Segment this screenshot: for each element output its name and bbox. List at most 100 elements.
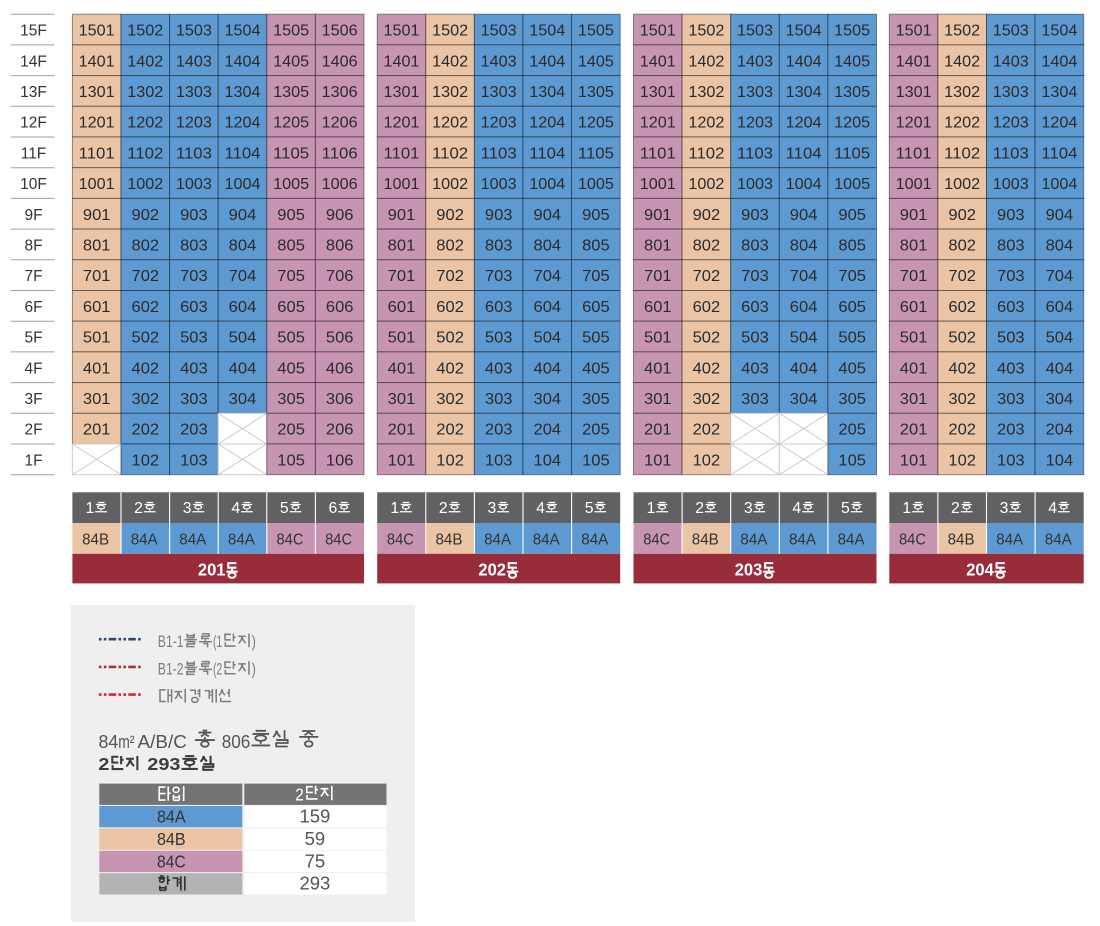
svg-text:102: 102 xyxy=(436,452,464,469)
svg-text:1001: 1001 xyxy=(79,176,115,193)
svg-text:802: 802 xyxy=(436,238,464,255)
svg-text:1205: 1205 xyxy=(834,115,870,132)
svg-text:84C: 84C xyxy=(157,851,186,871)
svg-text:306: 306 xyxy=(326,391,354,408)
svg-text:84A: 84A xyxy=(484,531,512,548)
svg-text:1004: 1004 xyxy=(786,176,822,193)
svg-text:406: 406 xyxy=(326,360,354,377)
svg-text:4: 4 xyxy=(1048,500,1057,517)
svg-text:1104: 1104 xyxy=(529,145,565,162)
svg-text:704: 704 xyxy=(790,268,818,285)
svg-text:704: 704 xyxy=(229,268,257,285)
svg-text:1301: 1301 xyxy=(79,84,115,101)
svg-text:905: 905 xyxy=(582,207,610,224)
svg-text:1406: 1406 xyxy=(322,53,358,70)
svg-text:3: 3 xyxy=(744,500,753,517)
svg-text:7F: 7F xyxy=(24,268,42,285)
svg-text:): ) xyxy=(252,660,256,679)
svg-text:103: 103 xyxy=(180,452,208,469)
svg-text:1402: 1402 xyxy=(944,53,980,70)
svg-text:106: 106 xyxy=(326,452,354,469)
svg-text:701: 701 xyxy=(83,268,111,285)
svg-text:205: 205 xyxy=(838,422,866,439)
svg-text:84A: 84A xyxy=(581,531,609,548)
svg-text:303: 303 xyxy=(741,391,769,408)
svg-text:202: 202 xyxy=(436,422,464,439)
svg-text:602: 602 xyxy=(132,299,160,316)
svg-text:902: 902 xyxy=(948,207,976,224)
svg-text:5F: 5F xyxy=(24,330,42,347)
svg-text:702: 702 xyxy=(948,268,976,285)
svg-text:1005: 1005 xyxy=(273,176,309,193)
svg-text:506: 506 xyxy=(326,330,354,347)
svg-text:11F: 11F xyxy=(21,145,47,162)
svg-text:1503: 1503 xyxy=(176,23,212,40)
svg-text:101: 101 xyxy=(388,452,416,469)
svg-text:801: 801 xyxy=(388,238,416,255)
svg-text:304: 304 xyxy=(1046,391,1074,408)
svg-text:204: 204 xyxy=(534,422,562,439)
svg-text:103: 103 xyxy=(485,452,513,469)
svg-text:1104: 1104 xyxy=(786,145,822,162)
svg-text:84A: 84A xyxy=(789,531,817,548)
svg-text:1004: 1004 xyxy=(225,176,261,193)
svg-text:1302: 1302 xyxy=(127,84,163,101)
svg-text:1102: 1102 xyxy=(688,145,724,162)
svg-text:802: 802 xyxy=(132,238,160,255)
svg-text:105: 105 xyxy=(582,452,610,469)
svg-text:801: 801 xyxy=(900,238,928,255)
svg-text:401: 401 xyxy=(83,360,111,377)
svg-text:502: 502 xyxy=(693,330,721,347)
svg-text:1204: 1204 xyxy=(786,115,822,132)
svg-text:805: 805 xyxy=(838,238,866,255)
svg-text:1201: 1201 xyxy=(79,115,115,132)
svg-text:903: 903 xyxy=(485,207,513,224)
svg-text:1501: 1501 xyxy=(79,23,115,40)
svg-text:305: 305 xyxy=(582,391,610,408)
svg-text:1404: 1404 xyxy=(1041,53,1077,70)
svg-text:3: 3 xyxy=(183,500,192,517)
svg-text:1502: 1502 xyxy=(688,23,724,40)
svg-text:1405: 1405 xyxy=(578,53,614,70)
svg-text:403: 403 xyxy=(180,360,208,377)
svg-text:1003: 1003 xyxy=(737,176,773,193)
svg-text:1102: 1102 xyxy=(432,145,468,162)
svg-text:1001: 1001 xyxy=(384,176,420,193)
svg-text:605: 605 xyxy=(277,299,305,316)
svg-text:4: 4 xyxy=(792,500,801,517)
svg-text:84A: 84A xyxy=(533,531,561,548)
svg-text:2: 2 xyxy=(98,754,109,774)
svg-text:B1-1: B1-1 xyxy=(158,632,184,651)
svg-text:59: 59 xyxy=(305,828,326,849)
svg-text:203: 203 xyxy=(997,422,1025,439)
svg-text:204: 204 xyxy=(1046,422,1074,439)
svg-text:6F: 6F xyxy=(24,299,42,316)
svg-text:1203: 1203 xyxy=(737,115,773,132)
svg-text:901: 901 xyxy=(644,207,672,224)
svg-text:84A: 84A xyxy=(131,531,159,548)
svg-text:401: 401 xyxy=(900,360,928,377)
svg-text:704: 704 xyxy=(534,268,562,285)
svg-text:204: 204 xyxy=(966,560,994,580)
svg-text:605: 605 xyxy=(582,299,610,316)
svg-text:303: 303 xyxy=(180,391,208,408)
svg-text:605: 605 xyxy=(838,299,866,316)
svg-text:1301: 1301 xyxy=(384,84,420,101)
svg-text:804: 804 xyxy=(1046,238,1074,255)
svg-text:305: 305 xyxy=(838,391,866,408)
svg-text:1303: 1303 xyxy=(176,84,212,101)
svg-text:104: 104 xyxy=(534,452,562,469)
svg-text:505: 505 xyxy=(838,330,866,347)
svg-text:1305: 1305 xyxy=(578,84,614,101)
svg-text:903: 903 xyxy=(997,207,1025,224)
svg-text:1305: 1305 xyxy=(834,84,870,101)
svg-text:203: 203 xyxy=(180,422,208,439)
svg-text:305: 305 xyxy=(277,391,305,408)
svg-text:2: 2 xyxy=(951,500,960,517)
svg-text:84A: 84A xyxy=(228,531,256,548)
svg-text:1104: 1104 xyxy=(225,145,261,162)
svg-text:1202: 1202 xyxy=(944,115,980,132)
svg-text:502: 502 xyxy=(132,330,160,347)
svg-text:502: 502 xyxy=(948,330,976,347)
svg-text:(2: (2 xyxy=(213,660,222,679)
